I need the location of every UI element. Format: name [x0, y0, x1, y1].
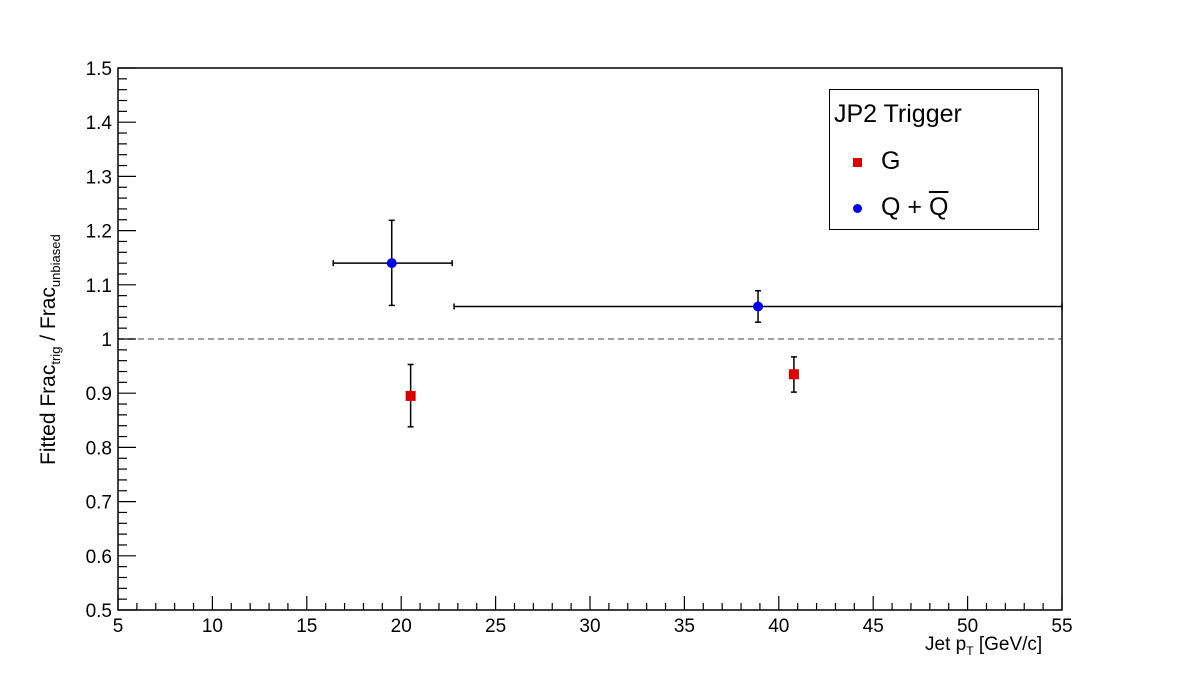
- x-tick-label: 15: [296, 616, 317, 637]
- x-tick-label: 25: [485, 616, 506, 637]
- data-point-square: [788, 369, 799, 380]
- legend-entry-q-qbar: Q + Q: [830, 193, 1038, 225]
- y-axis-label-part: Fitted Frac: [37, 364, 60, 465]
- legend: JP2 Trigger G Q + Q: [829, 89, 1039, 230]
- y-tick-label: 1: [101, 330, 112, 351]
- x-axis-label: Jet pT [GeV/c]: [925, 634, 1042, 658]
- y-tick-label: 0.8: [86, 438, 112, 459]
- y-axis-label-part: / Frac: [37, 287, 60, 347]
- y-tick-label: 0.5: [86, 601, 112, 622]
- x-axis-label-part: [GeV/c]: [973, 634, 1043, 655]
- data-point-circle: [386, 258, 397, 269]
- y-axis-label-sub: unbiased: [48, 234, 63, 288]
- error-bars: [332, 219, 1063, 428]
- y-tick-label: 1.2: [86, 222, 112, 243]
- legend-label: Q + Q: [881, 193, 948, 222]
- y-tick-label: 1.1: [86, 276, 112, 297]
- x-tick-label: 40: [768, 616, 789, 637]
- x-tick-label: 30: [579, 616, 600, 637]
- legend-label-part: Q +: [881, 193, 929, 221]
- legend-marker-square: [853, 158, 862, 167]
- legend-label-qbar: Q: [928, 193, 949, 221]
- data-point-circle: [753, 301, 764, 312]
- x-tick-label: 20: [391, 616, 412, 637]
- x-axis-label-part: Jet p: [925, 634, 967, 655]
- y-tick-label: 0.7: [86, 493, 112, 514]
- plot-frame: [117, 67, 1063, 611]
- y-tick-label: 1.5: [86, 59, 112, 80]
- y-tick-label: 1.3: [86, 167, 112, 188]
- y-axis-label-sub: trig: [48, 346, 63, 365]
- tick-labels: 5 10 15 20 25 30 35 40 45 50 55 0.5 0.6 0.7 0.8 0.9 1 1.1…: [86, 59, 1073, 637]
- x-tick-label: 10: [202, 616, 223, 637]
- y-tick-label: 0.6: [86, 547, 112, 568]
- x-tick-label: 55: [1051, 616, 1072, 637]
- x-tick-label: 5: [113, 616, 124, 637]
- axis-ticks: [117, 67, 1063, 611]
- y-axis-label: Fitted Fractrig / Fracunbiased: [37, 234, 63, 465]
- y-tick-label: 0.9: [86, 384, 112, 405]
- x-tick-label: 50: [957, 616, 978, 637]
- legend-marker-circle: [853, 204, 862, 213]
- x-axis-label-sub: T: [966, 644, 974, 658]
- x-tick-label: 35: [674, 616, 695, 637]
- data-points: [386, 258, 799, 401]
- legend-title: JP2 Trigger: [834, 100, 962, 128]
- legend-label: G: [881, 147, 901, 175]
- legend-entry-g: G: [830, 147, 1038, 179]
- y-tick-label: 1.4: [86, 113, 113, 134]
- x-tick-label: 45: [863, 616, 884, 637]
- data-point-square: [405, 390, 416, 401]
